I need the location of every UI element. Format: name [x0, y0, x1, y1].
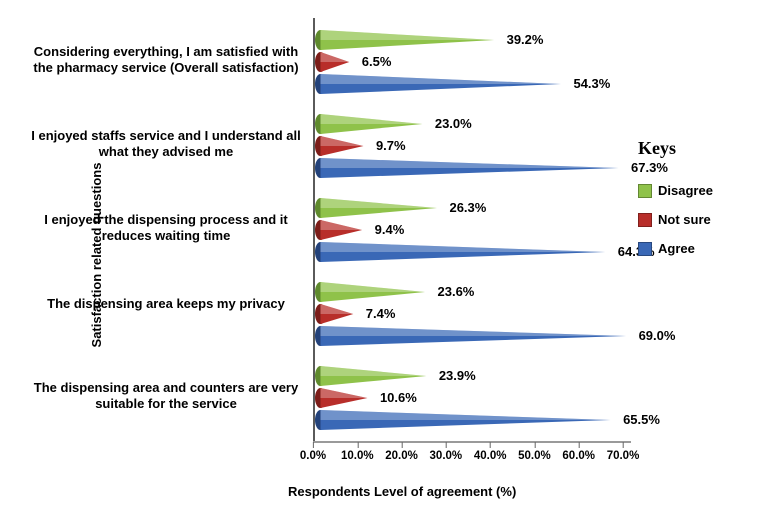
legend-swatch [638, 242, 652, 256]
plot-area: 0.0%10.0%20.0%30.0%40.0%50.0%60.0%70.0% … [313, 18, 623, 448]
notsure-bar [315, 304, 358, 324]
x-tick: 30.0% [430, 450, 463, 462]
legend-swatch [638, 213, 652, 227]
satisfaction-chart: Satisfaction related questions 0.0%10.0%… [8, 8, 752, 501]
legend-item-not-sure: Not sure [638, 212, 713, 227]
x-tick: 10.0% [341, 450, 374, 462]
x-axis-ticks: 0.0%10.0%20.0%30.0%40.0%50.0%60.0%70.0% [313, 450, 631, 466]
legend: Keys Disagree Not sure Agree [638, 138, 713, 270]
notsure-value-label: 9.4% [375, 222, 405, 237]
category-label: I enjoyed staffs service and I understan… [31, 128, 301, 161]
category-group: The dispensing area and counters are ver… [313, 356, 623, 440]
x-axis-title: Respondents Level of agreement (%) [288, 484, 516, 499]
notsure-bar [315, 220, 367, 240]
agree-bar [315, 158, 623, 178]
disagree-bar [315, 198, 441, 218]
notsure-bar [315, 388, 372, 408]
agree-value-label: 69.0% [639, 328, 676, 343]
category-group: I enjoyed staffs service and I understan… [313, 104, 623, 188]
notsure-bar [315, 136, 368, 156]
legend-title: Keys [638, 138, 713, 159]
agree-bar [315, 74, 565, 94]
agree-value-label: 54.3% [573, 76, 610, 91]
x-tick: 60.0% [562, 450, 595, 462]
category-group: The dispensing area keeps my privacy 23.… [313, 272, 623, 356]
category-label: Considering everything, I am satisfied w… [31, 44, 301, 77]
y-axis-title: Satisfaction related questions [89, 162, 104, 347]
agree-bar [315, 326, 631, 346]
notsure-value-label: 9.7% [376, 138, 406, 153]
x-tick: 50.0% [518, 450, 551, 462]
notsure-value-label: 6.5% [362, 54, 392, 69]
legend-label: Agree [658, 241, 695, 256]
agree-value-label: 65.5% [623, 412, 660, 427]
disagree-value-label: 39.2% [507, 32, 544, 47]
disagree-bar [315, 366, 431, 386]
disagree-value-label: 23.0% [435, 116, 472, 131]
legend-item-disagree: Disagree [638, 183, 713, 198]
category-label: The dispensing area and counters are ver… [31, 380, 301, 413]
legend-label: Disagree [658, 183, 713, 198]
disagree-bar [315, 282, 430, 302]
legend-label: Not sure [658, 212, 711, 227]
legend-swatch [638, 184, 652, 198]
disagree-bar [315, 114, 427, 134]
category-group: Considering everything, I am satisfied w… [313, 20, 623, 104]
notsure-bar [315, 52, 354, 72]
x-tick: 40.0% [474, 450, 507, 462]
notsure-value-label: 10.6% [380, 390, 417, 405]
disagree-value-label: 26.3% [449, 200, 486, 215]
x-tick: 20.0% [385, 450, 418, 462]
agree-bar [315, 410, 615, 430]
category-label: The dispensing area keeps my privacy [31, 296, 301, 312]
x-axis-line [313, 441, 631, 443]
disagree-bar [315, 30, 499, 50]
legend-item-agree: Agree [638, 241, 713, 256]
agree-bar [315, 242, 610, 262]
notsure-value-label: 7.4% [366, 306, 396, 321]
category-label: I enjoyed the dispensing process and it … [31, 212, 301, 245]
category-group: I enjoyed the dispensing process and it … [313, 188, 623, 272]
disagree-value-label: 23.9% [439, 368, 476, 383]
x-tick: 70.0% [607, 450, 640, 462]
disagree-value-label: 23.6% [438, 284, 475, 299]
x-tick: 0.0% [300, 450, 326, 462]
